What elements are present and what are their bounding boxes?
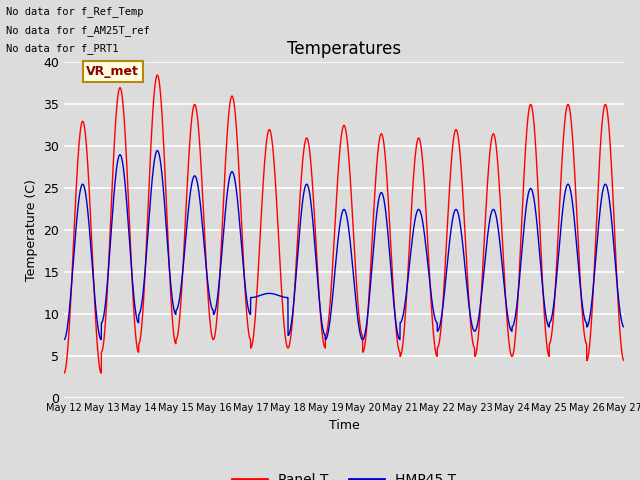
Title: Temperatures: Temperatures (287, 40, 401, 58)
Y-axis label: Temperature (C): Temperature (C) (25, 180, 38, 281)
X-axis label: Time: Time (328, 419, 360, 432)
Text: No data for f_Ref_Temp: No data for f_Ref_Temp (6, 6, 144, 17)
Text: VR_met: VR_met (86, 65, 140, 78)
Legend: Panel T, HMP45 T: Panel T, HMP45 T (227, 467, 461, 480)
Text: No data for f_PRT1: No data for f_PRT1 (6, 43, 119, 54)
Text: No data for f_AM25T_ref: No data for f_AM25T_ref (6, 24, 150, 36)
